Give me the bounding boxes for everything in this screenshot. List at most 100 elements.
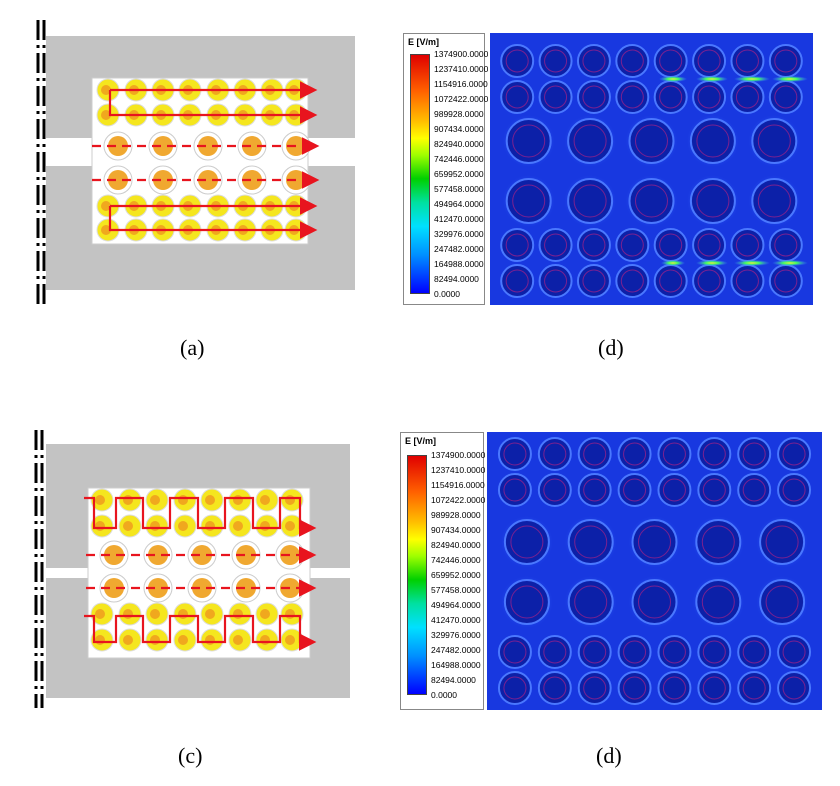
coax-pin — [192, 545, 212, 565]
coax-ring — [567, 118, 614, 164]
via-inner — [659, 233, 683, 257]
via-inner — [583, 640, 607, 664]
field-hotspot — [734, 76, 770, 82]
coax-inner — [696, 184, 730, 218]
via-inner — [543, 640, 567, 664]
via-inner — [702, 676, 726, 700]
colorbar-tick-label: 329976.0000 — [434, 229, 484, 239]
coax-pin — [192, 578, 212, 598]
via-inner — [543, 478, 567, 502]
via-inner — [774, 233, 798, 257]
via-inner — [742, 640, 766, 664]
colorbar-tick-label: 164988.0000 — [434, 259, 484, 269]
via-inner — [735, 85, 759, 109]
via-inner — [659, 49, 683, 73]
signal-path — [108, 204, 313, 230]
via-center — [178, 609, 188, 619]
via-inner — [659, 85, 683, 109]
via-inner — [623, 442, 647, 466]
via-center — [123, 609, 133, 619]
coax-inner — [638, 525, 671, 559]
field-plot-bottom — [487, 432, 822, 710]
via-inner — [742, 676, 766, 700]
via-center — [150, 521, 160, 531]
coax-ring — [631, 579, 678, 625]
field-legend-bottom: E [V/m] 1374900.0000 1237410.0000 1154916.… — [400, 432, 486, 710]
colorbar-tick-label: 494964.0000 — [431, 600, 481, 610]
field-hotspot — [772, 260, 808, 266]
colorbar-tick-label: 494964.0000 — [434, 199, 484, 209]
via-center — [205, 635, 215, 645]
colorbar-tick-label: 247482.0000 — [434, 244, 484, 254]
colorbar-tick-label: 742446.0000 — [434, 154, 484, 164]
via-center — [123, 495, 133, 505]
colorbar-tick-label: 907434.0000 — [431, 525, 481, 535]
via-center — [233, 521, 243, 531]
via-center — [205, 521, 215, 531]
via-inner — [782, 640, 806, 664]
via-center — [95, 635, 105, 645]
via-center — [101, 110, 111, 120]
coax-pin — [104, 545, 124, 565]
colorbar-tick-label: 1374900.0000 — [431, 450, 486, 460]
via-center — [178, 521, 188, 531]
via-inner — [583, 478, 607, 502]
field-hotspot — [734, 260, 770, 266]
via-inner — [543, 442, 567, 466]
coax-pin — [108, 170, 128, 190]
colorbar-tick-label: 412470.0000 — [434, 214, 484, 224]
via-inner — [503, 676, 527, 700]
via-center — [101, 225, 111, 235]
colorbar-tick-label: 659952.0000 — [434, 169, 484, 179]
via-inner — [623, 676, 647, 700]
coax-pin — [108, 136, 128, 156]
coax-pin — [148, 578, 168, 598]
via-inner — [505, 233, 529, 257]
coax-inner — [638, 585, 671, 619]
colorbar-tick-label: 824940.0000 — [431, 540, 481, 550]
via-inner — [742, 442, 766, 466]
via-center — [123, 521, 133, 531]
via-inner — [582, 49, 606, 73]
via-inner — [697, 269, 721, 293]
coax-pin — [236, 578, 256, 598]
coax-pin — [148, 545, 168, 565]
field-plot-top — [490, 33, 813, 305]
legend-title: E [V/m] — [408, 37, 440, 47]
coax-ring — [759, 519, 806, 565]
coax-inner — [701, 585, 735, 619]
via-center — [205, 609, 215, 619]
via-inner — [735, 269, 759, 293]
via-inner — [662, 676, 686, 700]
via-inner — [782, 676, 806, 700]
colorbar-tick-label: 164988.0000 — [431, 660, 481, 670]
meander-signal-path — [84, 614, 317, 651]
caption-a: (a) — [180, 335, 205, 360]
via-inner — [620, 269, 644, 293]
coax-pin — [153, 170, 173, 190]
coax-ring — [567, 519, 614, 565]
via-inner — [503, 478, 527, 502]
via-inner — [782, 478, 806, 502]
via-inner — [702, 478, 726, 502]
coax-ring — [567, 178, 614, 224]
via-center — [150, 635, 160, 645]
coax-pin — [236, 545, 256, 565]
field-legend-top: E [V/m] 1374900.0000 1237410.0000 1154916.… — [403, 33, 489, 305]
colorbar-tick-label: 1237410.0000 — [434, 64, 489, 74]
colorbar-tick-label: 577458.0000 — [434, 184, 484, 194]
via-inner — [697, 85, 721, 109]
colorbar-tick-label: 1154916.0000 — [431, 480, 485, 490]
via-center — [285, 609, 295, 619]
via-inner — [544, 49, 568, 73]
via-center — [260, 495, 270, 505]
colorbar-tick-label: 907434.0000 — [434, 124, 484, 134]
coax-inner — [573, 124, 607, 158]
diagram-a — [30, 18, 370, 308]
field-hotspot — [696, 76, 728, 82]
via-center — [233, 495, 243, 505]
via-inner — [662, 478, 686, 502]
via-center — [178, 635, 188, 645]
via-inner — [544, 233, 568, 257]
coax-ring — [631, 519, 678, 565]
